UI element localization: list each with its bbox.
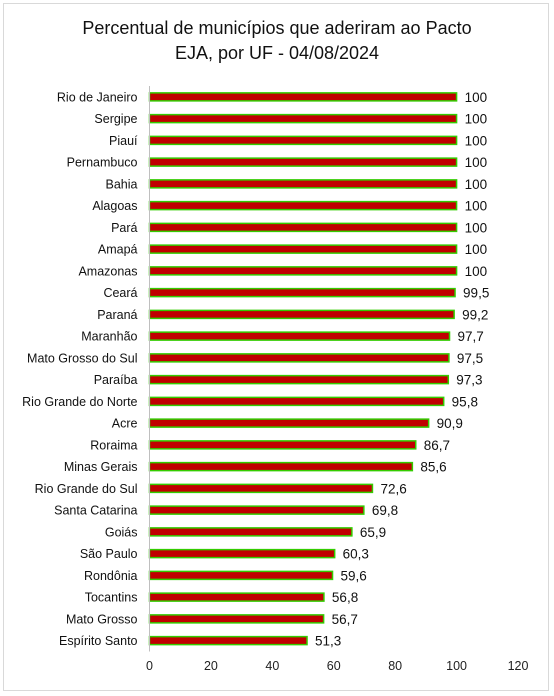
category-label: Maranhão (81, 330, 137, 344)
bar (148, 353, 450, 363)
category-label: Espírito Santo (59, 634, 138, 648)
data-label: 100 (465, 90, 488, 105)
data-label: 100 (465, 199, 488, 214)
chart-title: Percentual de municípios que aderiram ao… (0, 16, 554, 66)
category-label: São Paulo (80, 547, 138, 561)
chart-title-line-1: Percentual de municípios que aderiram ao… (82, 18, 472, 38)
data-label: 100 (465, 112, 488, 127)
category-label: Sergipe (94, 112, 137, 126)
data-label: 65,9 (360, 525, 386, 540)
data-label: 95,8 (452, 394, 478, 409)
bars-layer (148, 92, 458, 646)
bar (148, 483, 374, 494)
category-label: Santa Catarina (54, 504, 137, 518)
x-tick-label: 60 (327, 659, 341, 673)
bar (148, 505, 365, 515)
category-label: Ceará (103, 286, 137, 300)
bar (148, 440, 417, 450)
category-label: Rio Grande do Norte (22, 395, 137, 409)
data-label: 100 (465, 220, 488, 235)
data-label: 99,2 (462, 307, 488, 322)
category-label: Pernambuco (67, 156, 138, 170)
bar (148, 548, 336, 559)
bar (148, 614, 325, 624)
x-tick-label: 100 (446, 659, 467, 673)
bar (148, 200, 458, 211)
category-label: Pará (111, 221, 137, 235)
x-tick-label: 120 (508, 659, 529, 673)
category-label: Tocantins (85, 591, 138, 605)
bar (148, 527, 353, 537)
bar (148, 92, 458, 102)
data-label: 85,6 (420, 460, 446, 475)
bar (148, 331, 451, 341)
chart-title-line-2: EJA, por UF - 04/08/2024 (174, 43, 380, 63)
bar (148, 635, 308, 646)
data-label: 100 (465, 133, 488, 148)
category-label: Alagoas (92, 199, 137, 213)
data-label: 69,8 (372, 503, 398, 518)
bar (148, 309, 455, 320)
bar (148, 157, 458, 167)
category-label: Bahia (106, 177, 138, 191)
data-label: 100 (465, 177, 488, 192)
value-labels-layer: 100 100 100 100 100 100 100 100 100 99,5 99,2 97,7 9… (315, 90, 489, 649)
x-tick-label: 40 (265, 659, 279, 673)
bar (148, 287, 456, 298)
data-label: 56,8 (332, 590, 358, 605)
category-label: Acre (112, 417, 138, 431)
category-labels-layer: Rio de Janeiro Sergipe Piauí Pernambuco Bahi… (22, 90, 138, 648)
bar (148, 570, 334, 581)
data-label: 97,5 (457, 351, 483, 366)
bar (148, 113, 458, 124)
data-label: 100 (465, 264, 488, 279)
bar (148, 374, 450, 385)
bar (148, 222, 458, 233)
category-label: Goiás (105, 525, 138, 539)
data-label: 97,7 (458, 329, 484, 344)
bar (148, 396, 445, 407)
category-label: Mato Grosso (66, 612, 138, 626)
x-tick-label: 80 (388, 659, 402, 673)
category-label: Rondônia (84, 569, 138, 583)
data-label: 56,7 (332, 612, 358, 627)
data-label: 90,9 (437, 416, 463, 431)
bar (148, 461, 414, 472)
category-label: Rio de Janeiro (57, 90, 138, 104)
data-label: 99,5 (463, 286, 489, 301)
category-label: Mato Grosso do Sul (27, 351, 137, 365)
data-label: 51,3 (315, 634, 341, 649)
data-label: 72,6 (380, 481, 406, 496)
bar (148, 418, 430, 428)
category-label: Minas Gerais (64, 460, 138, 474)
category-label: Rio Grande do Sul (35, 482, 138, 496)
x-tick-label: 20 (204, 659, 218, 673)
category-label: Piauí (109, 134, 138, 148)
data-label: 60,3 (343, 547, 369, 562)
data-label: 86,7 (424, 438, 450, 453)
data-label: 100 (465, 155, 488, 170)
bar (148, 179, 458, 189)
x-axis: 0 20 40 60 80 100 120 (146, 86, 528, 673)
bar (148, 592, 325, 602)
category-label: Amazonas (78, 264, 137, 278)
data-label: 100 (465, 242, 488, 257)
data-label: 97,3 (456, 373, 482, 388)
bar (148, 266, 458, 276)
x-tick-label: 0 (146, 659, 153, 673)
category-label: Paraíba (94, 373, 138, 387)
bar (148, 244, 458, 254)
category-label: Roraima (90, 438, 137, 452)
bar (148, 135, 458, 146)
data-label: 59,6 (341, 568, 367, 583)
category-label: Amapá (98, 243, 138, 257)
category-label: Paraná (97, 308, 137, 322)
